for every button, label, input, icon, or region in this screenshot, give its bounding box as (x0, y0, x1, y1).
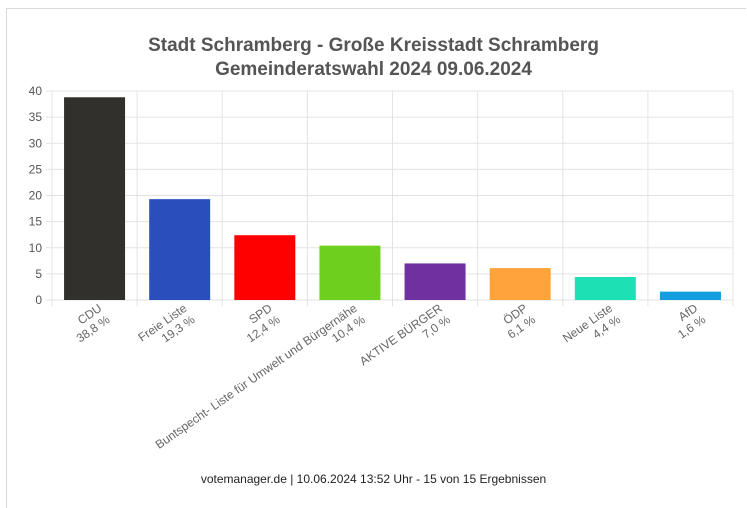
y-tick-label: 35 (29, 110, 43, 124)
y-tick-label: 5 (35, 267, 42, 281)
bar (574, 277, 636, 300)
y-tick-label: 10 (29, 241, 43, 255)
y-tick-label: 20 (29, 189, 43, 203)
bar (404, 263, 466, 300)
y-tick-label: 30 (29, 136, 43, 150)
y-tick-label: 40 (29, 84, 43, 98)
y-tick-label: 15 (29, 215, 43, 229)
chart-footer: votemanager.de | 10.06.2024 13:52 Uhr - … (200, 472, 547, 486)
y-tick-label: 0 (35, 293, 42, 307)
bar (659, 291, 721, 300)
bar (319, 245, 381, 300)
y-tick-label: 25 (29, 162, 43, 176)
bar (64, 97, 126, 301)
bar (149, 199, 211, 300)
chart-title: Stadt Schramberg - Große Kreisstadt Schr… (148, 35, 599, 56)
bar (234, 235, 296, 300)
chart-subtitle: Gemeinderatswahl 2024 09.06.2024 (215, 59, 532, 80)
bar (489, 268, 551, 300)
